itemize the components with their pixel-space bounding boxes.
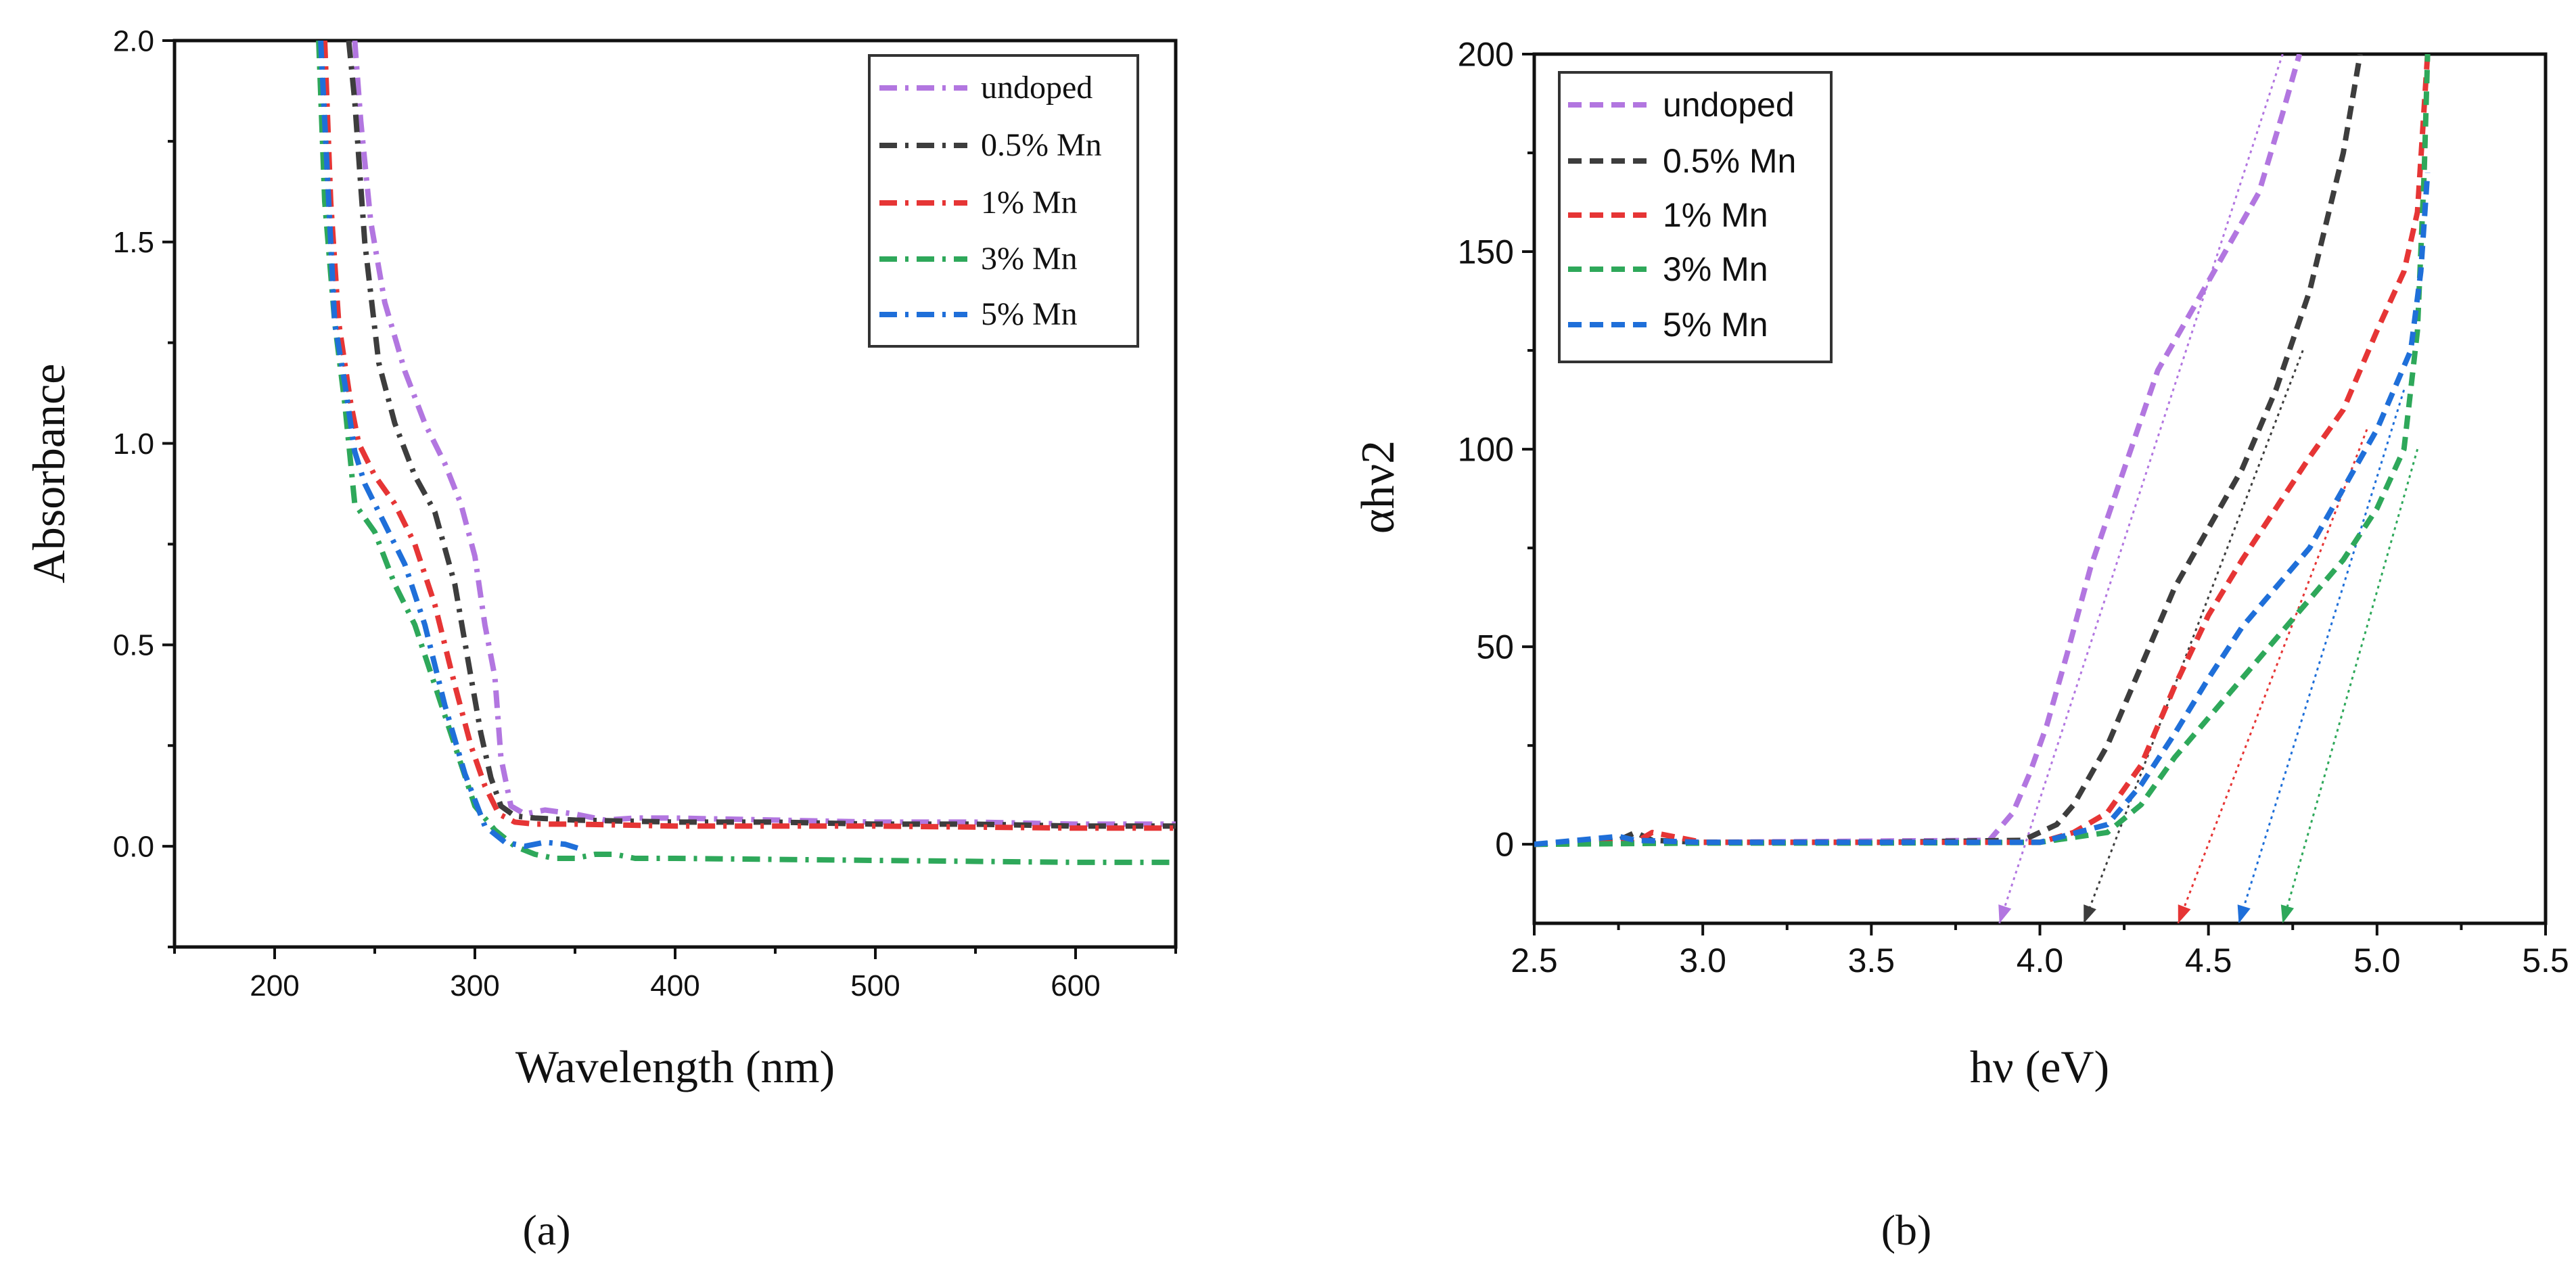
tangent-line-mn05 (2082, 350, 2304, 923)
legend-label-b-undoped: undoped (1663, 86, 1795, 124)
x-tick-label: 3.0 (1679, 942, 1726, 979)
y-axis-title-b: αhν2 (1352, 440, 1404, 534)
legend-label-b-mn05: 0.5% Mn (1663, 142, 1796, 180)
legend-label-b-mn1: 1% Mn (1663, 196, 1768, 234)
series-line-mn3 (1534, 54, 2431, 848)
legend-a: undoped 0.5% Mn 1% Mn 3% Mn 5% Mn (868, 54, 1139, 348)
tangent-line-mn1 (2177, 429, 2368, 923)
y-tick-label: 0 (1495, 826, 1514, 864)
tangent-arrowhead-mn5 (2237, 904, 2251, 923)
x-tick-label: 500 (850, 969, 900, 1002)
tangent-line-mn5 (2238, 390, 2406, 923)
y-axis-title-a: Absorbance (23, 364, 74, 584)
panel-a: 200 300 400 500 600 0.0 0.5 1.0 1.5 2.0 undoped 0… (23, 24, 1178, 1254)
tangent-arrowhead-mn05 (2084, 904, 2096, 923)
tangent-line-mn3 (2281, 448, 2419, 923)
y-tick-label: 50 (1476, 628, 1514, 666)
y-tick-label: 2.0 (113, 24, 154, 57)
legend-label-mn3: 3% Mn (981, 241, 1078, 277)
tangent-lines-b (1998, 54, 2419, 923)
legend-label-mn05: 0.5% Mn (981, 127, 1102, 163)
x-tick-label: 4.5 (2185, 942, 2232, 979)
legend-label-b-mn3: 3% Mn (1663, 250, 1768, 288)
tangent-arrowhead-undoped (1998, 904, 2012, 923)
y-tick-label: 150 (1458, 233, 1514, 271)
series-line-mn1 (1534, 54, 2431, 848)
legend-frame-b (1558, 71, 1833, 363)
panel-label-b: (b) (1881, 1206, 1932, 1254)
panel-b: 2.5 3.0 3.5 4.0 4.5 5.0 5.5 0 50 100 150 200 undope… (1352, 36, 2569, 1255)
y-tick-label: 0.0 (113, 831, 154, 864)
x-axis-title-b: hν (eV) (1970, 1041, 2109, 1092)
axis-ticks-b: 2.5 3.0 3.5 4.0 4.5 5.0 5.5 0 50 100 150 200 (1458, 36, 2569, 980)
x-tick-label: 5.0 (2353, 942, 2401, 979)
x-tick-label: 400 (650, 969, 699, 1002)
x-axis-title-a: Wavelength (nm) (515, 1041, 835, 1092)
legend-label-b-mn5: 5% Mn (1663, 306, 1768, 344)
legend-label-mn1: 1% Mn (981, 185, 1078, 221)
data-lines-b (1534, 54, 2431, 848)
y-tick-label: 0.5 (113, 629, 154, 662)
legend-frame-a (868, 54, 1139, 348)
x-tick-label: 5.5 (2522, 942, 2569, 979)
series-line-mn5 (318, 41, 586, 853)
tangent-arrowhead-mn1 (2178, 904, 2191, 923)
series-line-mn05 (346, 41, 1176, 829)
y-tick-label: 1.5 (113, 226, 154, 259)
tangent-line-undoped (1998, 54, 2284, 923)
x-tick-label: 3.5 (1848, 942, 1895, 979)
series-line-mn1 (322, 41, 1176, 831)
x-tick-label: 300 (450, 969, 499, 1002)
data-lines-a (316, 41, 1176, 865)
legend-label-mn5: 5% Mn (981, 296, 1078, 332)
series-line-mn3 (316, 41, 1176, 865)
x-tick-label: 200 (250, 969, 299, 1002)
legend-label-undoped: undoped (981, 70, 1092, 106)
tangent-arrowhead-mn3 (2280, 904, 2295, 923)
y-tick-label: 1.0 (113, 427, 154, 461)
legend-b: undoped 0.5% Mn 1% Mn 3% Mn 5% Mn (1558, 71, 1833, 363)
x-tick-label: 4.0 (2017, 942, 2064, 979)
x-tick-label: 600 (1051, 969, 1100, 1002)
axis-ticks-a: 200 300 400 500 600 0.0 0.5 1.0 1.5 2.0 (113, 24, 1177, 1002)
panel-label-a: (a) (522, 1206, 570, 1254)
y-tick-label: 200 (1458, 36, 1514, 74)
x-tick-label: 2.5 (1511, 942, 1558, 979)
y-tick-label: 100 (1458, 431, 1514, 469)
